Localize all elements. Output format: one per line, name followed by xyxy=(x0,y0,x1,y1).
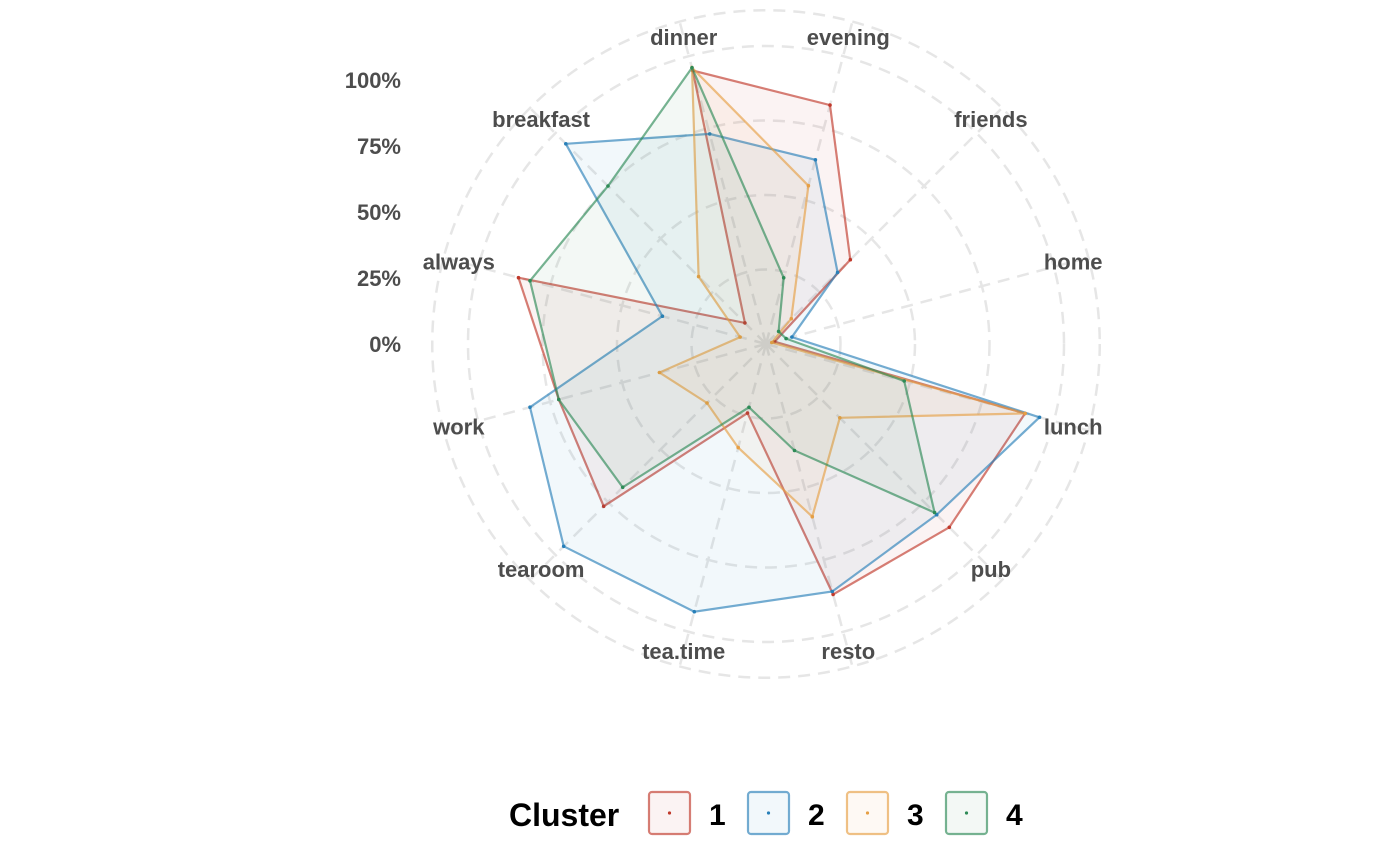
data-point xyxy=(561,544,566,549)
axis-label: pub xyxy=(971,557,1011,582)
data-point xyxy=(932,510,937,515)
data-point xyxy=(705,401,709,405)
radial-tick-labels: 0% 25% 50% 75% 100% xyxy=(345,68,401,357)
axis-label: always xyxy=(423,250,495,275)
axis-label: resto xyxy=(821,639,875,664)
legend-label: 4 xyxy=(1006,799,1023,832)
grid-ring xyxy=(430,8,1102,680)
legend-item-2: 2 xyxy=(746,790,825,836)
grid-spoke xyxy=(443,256,767,346)
axis-label: tea.time xyxy=(642,639,725,664)
radial-tick-label: 75% xyxy=(357,134,401,159)
axis-label: lunch xyxy=(1044,414,1103,439)
legend-label: 2 xyxy=(808,799,825,832)
grid-spoke xyxy=(764,343,854,667)
data-point xyxy=(516,275,521,280)
data-point xyxy=(747,405,751,410)
data-point xyxy=(848,257,853,262)
grid-spoke xyxy=(765,343,1003,581)
legend-key-point xyxy=(964,811,969,815)
data-point xyxy=(738,335,742,339)
data-point xyxy=(707,132,712,136)
data-point xyxy=(776,329,781,334)
data-point xyxy=(784,336,788,341)
legend-item-3: 3 xyxy=(845,790,924,836)
axis-label: evening xyxy=(807,25,890,50)
data-point xyxy=(745,411,750,415)
grid-spoke xyxy=(529,343,767,581)
axis-labels: always breakfast dinner evening friends home l… xyxy=(423,25,1103,664)
grid-ring xyxy=(466,44,1066,644)
legend: Cluster 1 2 3 4 xyxy=(509,790,1023,836)
data-point xyxy=(557,397,561,402)
grid-spoke xyxy=(678,343,768,667)
legend-label: 3 xyxy=(907,799,924,832)
data-point xyxy=(743,321,747,325)
data-point xyxy=(902,379,906,383)
data-point xyxy=(781,276,786,280)
data-point xyxy=(620,485,625,490)
data-point xyxy=(790,335,794,339)
data-point xyxy=(657,370,662,375)
radial-tick-label: 0% xyxy=(369,332,401,357)
data-point xyxy=(838,416,842,420)
grid-spoke xyxy=(764,21,854,345)
data-point xyxy=(792,448,797,453)
legend-item-1: 1 xyxy=(647,790,726,836)
data-point xyxy=(606,184,610,188)
legend-item-4: 4 xyxy=(944,790,1023,836)
data-point xyxy=(690,65,694,70)
data-point xyxy=(601,504,606,509)
data-point xyxy=(947,525,952,530)
data-point xyxy=(813,158,818,162)
data-point xyxy=(831,592,835,597)
data-point xyxy=(830,589,835,594)
legend-label: 1 xyxy=(709,799,726,832)
data-point xyxy=(806,183,811,188)
axis-label: breakfast xyxy=(492,107,591,132)
data-point xyxy=(528,405,532,410)
legend-key-point xyxy=(865,811,870,815)
data-point xyxy=(1037,415,1042,420)
data-point xyxy=(528,279,532,283)
legend-key-point xyxy=(766,811,771,815)
data-point xyxy=(770,340,774,345)
grid-spoke xyxy=(529,107,767,345)
radial-tick-label: 25% xyxy=(357,266,401,291)
radial-tick-label: 100% xyxy=(345,68,401,93)
data-point xyxy=(1023,411,1027,416)
axis-label: dinner xyxy=(650,25,718,50)
data-point xyxy=(835,270,840,275)
grid-ring xyxy=(615,193,917,495)
data-point xyxy=(564,142,568,146)
data-point xyxy=(789,316,794,321)
grid-spoke xyxy=(765,107,1003,345)
series-4 xyxy=(528,65,937,515)
axis-label: work xyxy=(432,414,485,439)
axis-label: home xyxy=(1044,250,1103,275)
axis-label: friends xyxy=(954,107,1027,132)
grid-ring xyxy=(690,268,842,420)
data-point xyxy=(736,445,740,450)
series-layer xyxy=(516,64,1042,614)
data-point xyxy=(810,514,815,519)
radial-tick-label: 50% xyxy=(357,200,401,225)
axis-label: tearoom xyxy=(498,557,585,582)
data-point xyxy=(692,609,697,614)
grid-ring xyxy=(541,119,991,569)
data-point xyxy=(696,274,701,279)
grid-spoke xyxy=(443,342,767,432)
series-2 xyxy=(528,132,1042,614)
grid-spoke xyxy=(765,256,1089,346)
data-point xyxy=(660,314,665,319)
grid-spoke xyxy=(678,21,768,345)
legend-title: Cluster xyxy=(509,797,619,833)
grid xyxy=(430,8,1102,680)
data-point xyxy=(828,103,832,107)
legend-key-point xyxy=(667,811,672,815)
grid-spoke xyxy=(765,342,1089,432)
